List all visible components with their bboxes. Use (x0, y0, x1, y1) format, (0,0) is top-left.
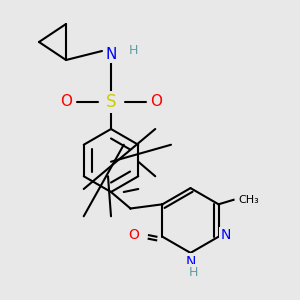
Text: O: O (150, 94, 162, 110)
Text: N: N (105, 46, 117, 62)
Text: CH₃: CH₃ (238, 195, 259, 205)
Text: O: O (60, 94, 72, 110)
Text: H: H (129, 44, 138, 58)
Text: N: N (221, 228, 231, 242)
Text: N: N (185, 255, 196, 269)
Text: S: S (106, 93, 116, 111)
Text: O: O (128, 228, 140, 242)
Text: H: H (189, 266, 198, 279)
